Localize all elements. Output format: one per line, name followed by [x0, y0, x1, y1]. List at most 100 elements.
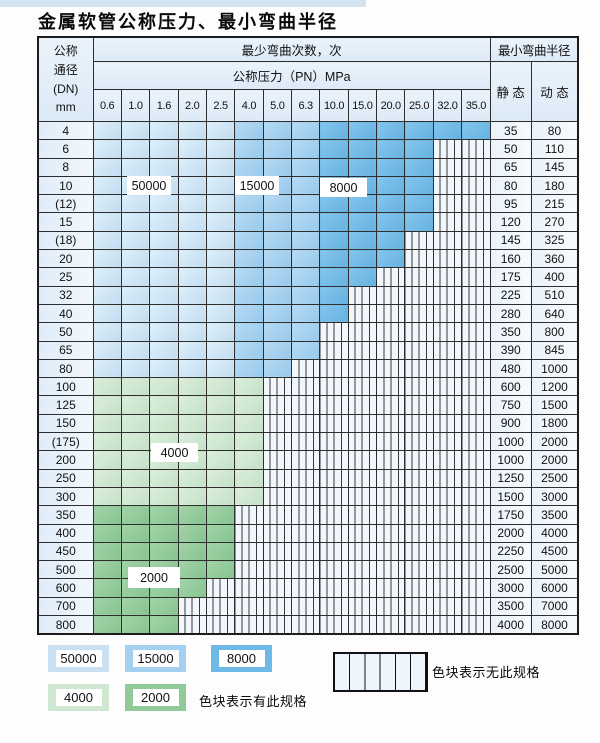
- matrix-cell: [234, 139, 264, 159]
- static-radius-cell: 50: [489, 139, 532, 159]
- matrix-cell-no-spec: [461, 377, 491, 397]
- matrix-cell: [92, 267, 122, 287]
- matrix-cell: [376, 139, 406, 159]
- matrix-cell: [120, 230, 151, 251]
- matrix-cell-no-spec: [234, 541, 264, 562]
- dn-cell: 125: [37, 395, 94, 415]
- matrix-cell: [347, 120, 378, 141]
- matrix-cell-no-spec: [319, 432, 349, 452]
- matrix-cell: [92, 450, 122, 470]
- static-radius-cell: 160: [489, 249, 532, 269]
- matrix-cell-no-spec: [432, 267, 463, 287]
- matrix-cell-no-spec: [432, 395, 463, 415]
- dn-cell: 100: [37, 377, 94, 397]
- dn-header-line: 公称: [53, 44, 78, 59]
- matrix-cell: [347, 267, 378, 287]
- matrix-cell: [205, 120, 236, 141]
- matrix-cell-no-spec: [319, 578, 349, 598]
- static-radius-cell: 80: [489, 175, 532, 196]
- static-radius-cell: 350: [489, 322, 532, 342]
- matrix-cell-no-spec: [404, 560, 434, 580]
- matrix-cell: [177, 468, 207, 488]
- pressure-value-header: 5.0: [262, 89, 293, 122]
- matrix-cell-no-spec: [291, 541, 321, 562]
- matrix-cell-no-spec: [234, 578, 264, 598]
- matrix-cell-no-spec: [432, 175, 463, 196]
- matrix-cell: [234, 377, 264, 397]
- matrix-cell-no-spec: [376, 450, 406, 470]
- matrix-cell: [149, 285, 179, 305]
- pressure-value-header: 6.3: [291, 89, 321, 122]
- matrix-cell: [177, 358, 207, 379]
- matrix-cell: [120, 596, 151, 617]
- dynamic-radius-cell: 180: [530, 175, 579, 196]
- static-radius-cell: 2250: [489, 541, 532, 562]
- table-row: (175) 1000 2000: [37, 432, 579, 452]
- legend-swatch-label: 8000: [218, 650, 265, 667]
- matrix-cell-no-spec: [291, 413, 321, 434]
- matrix-cell: [92, 303, 122, 324]
- matrix-cell-no-spec: [376, 541, 406, 562]
- matrix-cell: [234, 395, 264, 415]
- matrix-cell-no-spec: [461, 578, 491, 598]
- dn-cell: 25: [37, 267, 94, 287]
- matrix-cell: [177, 505, 207, 525]
- matrix-cell: [92, 486, 122, 507]
- dn-cell: 40: [37, 303, 94, 324]
- matrix-cell-no-spec: [376, 578, 406, 598]
- matrix-cell-no-spec: [404, 523, 434, 543]
- matrix-cell: [262, 212, 293, 232]
- dn-cell: 800: [37, 615, 94, 635]
- matrix-label-15000: 15000: [235, 176, 279, 195]
- matrix-cell-no-spec: [404, 340, 434, 360]
- matrix-cell: [291, 303, 321, 324]
- static-radius-cell: 65: [489, 157, 532, 177]
- matrix-cell-no-spec: [404, 450, 434, 470]
- matrix-cell-no-spec: [376, 322, 406, 342]
- matrix-cell: [149, 377, 179, 397]
- matrix-cell-no-spec: [205, 615, 236, 635]
- matrix-label-8000: 8000: [320, 178, 367, 197]
- matrix-cell-no-spec: [291, 523, 321, 543]
- matrix-cell: [234, 230, 264, 251]
- matrix-cell-no-spec: [432, 249, 463, 269]
- dynamic-radius-cell: 6000: [530, 578, 579, 598]
- matrix-cell: [347, 157, 378, 177]
- dynamic-radius-cell: 640: [530, 303, 579, 324]
- pressure-value-header: 2.5: [205, 89, 236, 122]
- matrix-cell: [376, 249, 406, 269]
- dynamic-radius-cell: 80: [530, 120, 579, 141]
- matrix-cell: [291, 212, 321, 232]
- dynamic-radius-cell: 400: [530, 267, 579, 287]
- matrix-cell: [120, 194, 151, 214]
- matrix-cell-no-spec: [432, 322, 463, 342]
- matrix-cell: [149, 249, 179, 269]
- matrix-cell-no-spec: [262, 560, 293, 580]
- dn-cell: (175): [37, 432, 94, 452]
- matrix-cell: [149, 120, 179, 141]
- matrix-cell-no-spec: [291, 615, 321, 635]
- matrix-cell: [120, 486, 151, 507]
- matrix-cell-no-spec: [461, 468, 491, 488]
- matrix-cell: [319, 139, 349, 159]
- matrix-cell-no-spec: [319, 340, 349, 360]
- dynamic-radius-cell: 2000: [530, 432, 579, 452]
- matrix-cell: [319, 157, 349, 177]
- matrix-cell: [120, 432, 151, 452]
- matrix-cell-no-spec: [432, 578, 463, 598]
- static-radius-cell: 2000: [489, 523, 532, 543]
- matrix-cell-no-spec: [234, 505, 264, 525]
- matrix-cell: [120, 358, 151, 379]
- matrix-cell: [291, 322, 321, 342]
- matrix-cell-no-spec: [291, 377, 321, 397]
- matrix-cell: [92, 212, 122, 232]
- matrix-cell-no-spec: [461, 486, 491, 507]
- matrix-cell: [120, 413, 151, 434]
- matrix-label-50000: 50000: [127, 176, 171, 195]
- table-row: 4 35 80: [37, 120, 579, 141]
- matrix-cell-no-spec: [291, 432, 321, 452]
- matrix-cell: [120, 468, 151, 488]
- matrix-cell-no-spec: [461, 505, 491, 525]
- dynamic-radius-cell: 5000: [530, 560, 579, 580]
- dn-cell: 350: [37, 505, 94, 525]
